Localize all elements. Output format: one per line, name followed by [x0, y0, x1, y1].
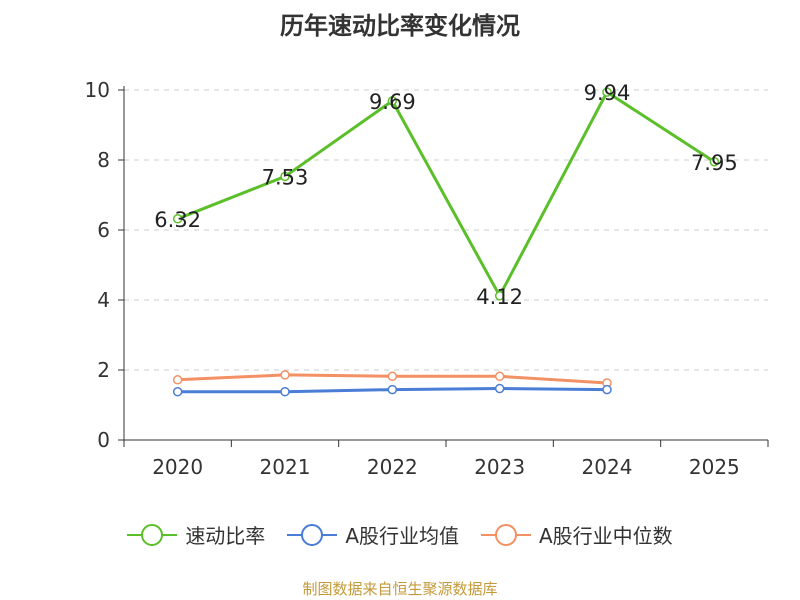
x-tick-label: 2025: [689, 455, 740, 479]
series-line: [177, 90, 716, 298]
legend-swatch: [287, 523, 338, 546]
y-tick-label: 4: [97, 288, 110, 312]
legend-item[interactable]: A股行业均值: [287, 520, 459, 549]
source-note: 制图数据来自恒生聚源数据库: [302, 580, 498, 598]
data-point: [280, 386, 290, 397]
y-tick-label: 0: [97, 428, 110, 452]
data-point: [494, 371, 505, 382]
y-tick-label: 2: [97, 358, 110, 382]
data-point: [280, 370, 290, 380]
data-point: [709, 157, 720, 167]
legend-label: 速动比率: [185, 524, 266, 548]
data-point: [172, 386, 183, 397]
legend-label: A股行业中位数: [539, 524, 673, 548]
data-labels: 6.32 7.53 9.69 4.12 9.94 7.95: [154, 81, 737, 309]
x-tick-label: 2022: [367, 455, 418, 479]
data-point: [172, 214, 183, 224]
x-tick-label: 2020: [152, 455, 203, 479]
data-point: [387, 384, 398, 395]
data-point: [494, 383, 505, 394]
legend-item[interactable]: A股行业中位数: [481, 520, 673, 549]
data-label: 6.32: [154, 208, 201, 232]
axes: 0 2 4 6 8 10 2020 2021 2022 2023 2024 2025: [85, 78, 769, 479]
legend-label: A股行业均值: [345, 524, 459, 548]
data-point: [602, 87, 612, 97]
data-point: [602, 384, 612, 395]
data-label: 4.12: [476, 285, 523, 309]
x-tick-label: 2024: [582, 455, 633, 479]
data-label: 7.53: [262, 165, 309, 189]
data-label: 9.94: [584, 81, 631, 105]
y-tick-label: 8: [97, 148, 110, 172]
legend-item[interactable]: 速动比率: [127, 520, 265, 549]
legend: 速动比率 A股行业均值 A股行业中位数: [0, 520, 800, 549]
data-point: [387, 96, 398, 106]
y-tick-label: 6: [97, 218, 110, 242]
x-tick-label: 2023: [474, 455, 525, 479]
data-point: [172, 375, 183, 385]
data-point: [387, 371, 398, 382]
legend-swatch: [127, 523, 178, 546]
legend-swatch: [481, 523, 531, 546]
data-label: 7.95: [691, 151, 738, 175]
chart-title: 历年速动比率变化情况: [280, 12, 520, 40]
data-label: 9.69: [369, 90, 416, 114]
grid-lines: [124, 89, 768, 371]
data-point: [494, 291, 505, 301]
y-tick-label: 10: [85, 78, 110, 102]
series-lines: [172, 87, 720, 397]
x-tick-label: 2021: [260, 455, 311, 479]
data-point: [280, 171, 290, 182]
